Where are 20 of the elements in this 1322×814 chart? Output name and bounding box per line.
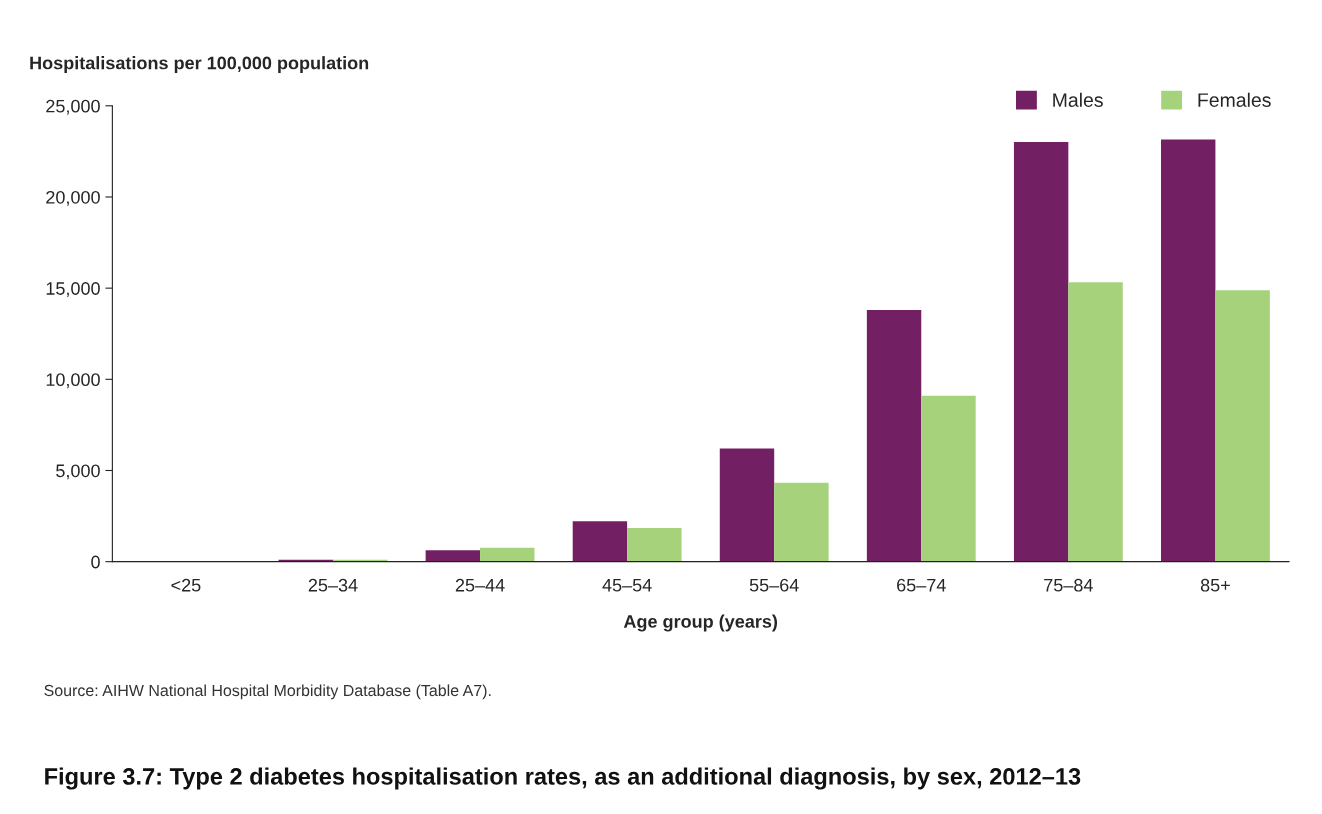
y-tick-label: 0 xyxy=(91,555,100,569)
x-axis-title: Age group (years) xyxy=(623,614,778,632)
legend-label: Males xyxy=(1053,92,1103,107)
text: Figure 3.7: Type 2 diabetes hospitalisation rates, as an additional diagnosis, by sex, 2012–13 xyxy=(45,767,1081,790)
x-tick-label: 65–74 xyxy=(897,578,946,592)
y-tick-label: 25,000 xyxy=(46,99,100,115)
x-tick-label: 55–64 xyxy=(749,578,799,592)
source-note: Source: AIHW National Hospital Morbidity Database (Table A7). xyxy=(44,684,491,700)
x-tick-label: 45–54 xyxy=(602,578,652,592)
y-axis-title: Hospitalisations per 100,000 population xyxy=(30,56,369,73)
x-tick-label: 75–84 xyxy=(1044,578,1093,592)
y-tick-label: 5,000 xyxy=(56,464,100,480)
x-tick-label: 25–44 xyxy=(455,578,505,592)
x-tick-label: 85+ xyxy=(1200,578,1230,592)
x-tick-label: <25 xyxy=(171,578,201,592)
y-tick-label: 20,000 xyxy=(46,190,100,206)
y-tick-label: 15,000 xyxy=(46,282,100,298)
legend-label: Females xyxy=(1198,92,1271,107)
x-tick-label: 25–34 xyxy=(308,578,358,592)
y-tick-label: 10,000 xyxy=(46,373,100,389)
